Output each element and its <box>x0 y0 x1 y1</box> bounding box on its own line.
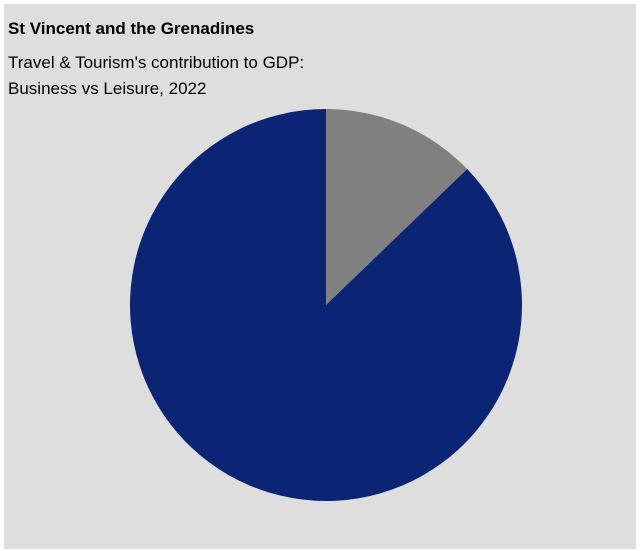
pie-slice-1 <box>326 109 468 305</box>
chart-subtitle-line-2: Business vs Leisure, 2022 <box>8 79 207 98</box>
chart-panel: St Vincent and the Grenadines Travel & T… <box>4 4 636 549</box>
pie-chart <box>130 109 523 501</box>
chart-subtitle: Travel & Tourism's contribution to GDP: … <box>8 50 304 102</box>
pie-slice-2 <box>130 109 523 501</box>
chart-subtitle-line-1: Travel & Tourism's contribution to GDP: <box>8 53 305 72</box>
chart-title: St Vincent and the Grenadines <box>8 19 255 38</box>
